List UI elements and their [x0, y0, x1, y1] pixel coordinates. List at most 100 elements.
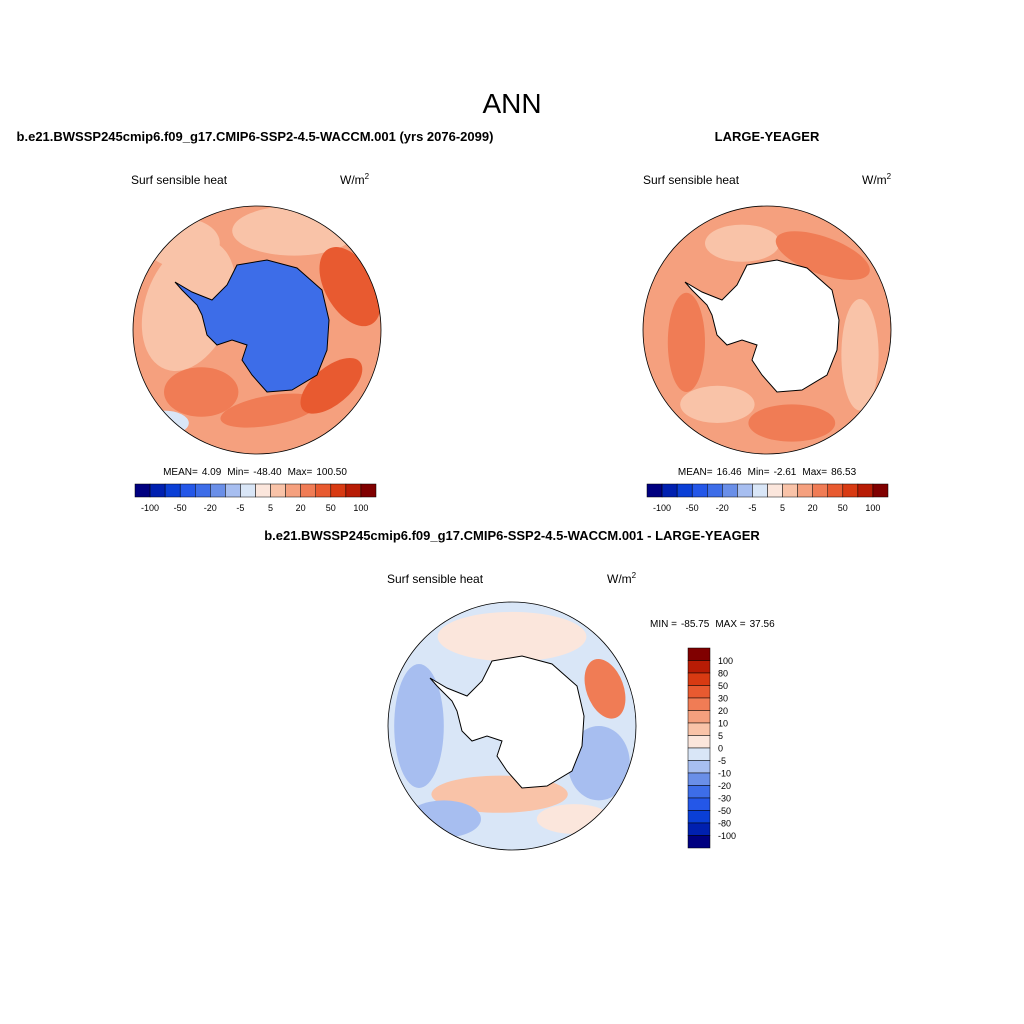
colorbar-box	[722, 483, 738, 498]
colorbar-box	[687, 697, 711, 711]
colorbar-label: 100	[865, 503, 880, 513]
colorbar-box	[315, 483, 332, 498]
stat-value: 4.09	[202, 467, 222, 478]
colorbar-box	[687, 785, 711, 799]
colorbar-label: 100	[353, 503, 368, 513]
colorbar-box	[210, 483, 226, 498]
colorbar-box	[827, 483, 844, 498]
map-border	[642, 205, 892, 455]
colorbar-label: -50	[718, 806, 731, 816]
map-border	[132, 205, 382, 455]
colorbar-box	[857, 483, 874, 498]
colorbar-box	[676, 483, 693, 498]
colorbar-label: 50	[838, 503, 848, 513]
colorbar-label: 50	[326, 503, 336, 513]
polar-map	[642, 205, 892, 455]
colorbar-label: -80	[718, 819, 731, 829]
colorbar-label: 80	[718, 669, 728, 679]
units-sup: 2	[365, 172, 370, 181]
colorbar-label: -30	[718, 794, 731, 804]
variable-name: Surf sensible heat	[387, 572, 484, 586]
map-field	[536, 804, 612, 834]
map-field	[748, 404, 836, 442]
colorbar-box	[646, 483, 663, 498]
colorbar-label: 5	[780, 503, 785, 513]
map-border	[387, 601, 637, 851]
colorbar-box	[687, 747, 711, 761]
colorbar-box	[179, 483, 196, 498]
stat-value: 37.56	[750, 619, 775, 630]
map-field	[300, 357, 363, 414]
stat-value: 86.53	[831, 467, 856, 478]
variable-name: Surf sensible heat	[643, 173, 740, 187]
colorbar-box	[300, 483, 316, 498]
colorbar-box	[661, 483, 678, 498]
colorbar-box	[691, 483, 708, 498]
colorbar-box	[240, 483, 256, 498]
stat-label: Min=	[227, 467, 249, 478]
stat-label: MEAN=	[163, 467, 198, 478]
colorbar-box	[360, 483, 377, 498]
colorbar-label: -20	[718, 781, 731, 791]
colorbar-box	[285, 483, 301, 498]
colorbar-box	[707, 483, 723, 498]
stat-label: MIN =	[650, 619, 677, 630]
polar-map	[132, 205, 382, 455]
colorbar-label: -50	[686, 503, 699, 513]
map-field	[667, 292, 706, 392]
colorbar-box	[225, 483, 241, 498]
units: W/m2	[607, 571, 637, 586]
map-field	[775, 231, 870, 280]
map-field	[705, 224, 780, 262]
colorbar-label: 0	[718, 744, 723, 754]
colorbar-label: -100	[718, 831, 736, 841]
stat-value: -48.40	[253, 467, 282, 478]
colorbar-box	[687, 797, 711, 811]
units-sup: 2	[887, 172, 892, 181]
stat-value: 16.46	[717, 467, 742, 478]
stat-label: Max=	[288, 467, 313, 478]
colorbar-box	[797, 483, 813, 498]
antarctica	[174, 259, 330, 393]
map-field	[139, 410, 189, 436]
panel-title: b.e21.BWSSP245cmip6.f09_g17.CMIP6-SSP2-4…	[17, 129, 494, 144]
colorbar-label: -20	[716, 503, 729, 513]
units: W/m2	[340, 172, 370, 187]
variable-name: Surf sensible heat	[131, 173, 228, 187]
colorbar-box	[687, 760, 711, 774]
stat-label: MAX =	[715, 619, 745, 630]
colorbar-label: 20	[296, 503, 306, 513]
panel-title: b.e21.BWSSP245cmip6.f09_g17.CMIP6-SSP2-4…	[264, 528, 760, 543]
figure-title: ANN	[482, 88, 541, 119]
units-base: W/m	[862, 173, 887, 187]
colorbar-box	[687, 735, 711, 749]
stat-label: Max=	[802, 467, 827, 478]
colorbar-label: -20	[204, 503, 217, 513]
map-field	[437, 611, 587, 662]
colorbar-box	[687, 810, 711, 824]
panel-title: LARGE-YEAGER	[715, 129, 820, 144]
stats: MEAN= 16.46 Min= -2.61 Max= 86.53	[678, 467, 857, 478]
colorbar-box	[687, 835, 711, 849]
stat-label: MEAN=	[678, 467, 713, 478]
stat-label: Min=	[748, 467, 770, 478]
colorbar-box	[164, 483, 181, 498]
colorbar-label: -100	[141, 503, 159, 513]
colorbar-label: 20	[808, 503, 818, 513]
stat-value: -2.61	[774, 467, 797, 478]
colorbar-box	[255, 483, 271, 498]
colorbar-box	[687, 772, 711, 786]
colorbar-box	[737, 483, 753, 498]
stats: MIN = -85.75 MAX = 37.56	[650, 619, 775, 630]
colorbar-box	[872, 483, 889, 498]
colorbar-box	[687, 710, 711, 724]
stat-value: -85.75	[681, 619, 710, 630]
polar-map	[387, 601, 637, 851]
map-field	[567, 726, 630, 801]
colorbar-label: 50	[718, 681, 728, 691]
colorbar-label: 30	[718, 694, 728, 704]
map-field	[394, 664, 444, 788]
colorbar-box	[330, 483, 347, 498]
colorbar-box	[687, 647, 711, 661]
colorbar-label: -100	[653, 503, 671, 513]
